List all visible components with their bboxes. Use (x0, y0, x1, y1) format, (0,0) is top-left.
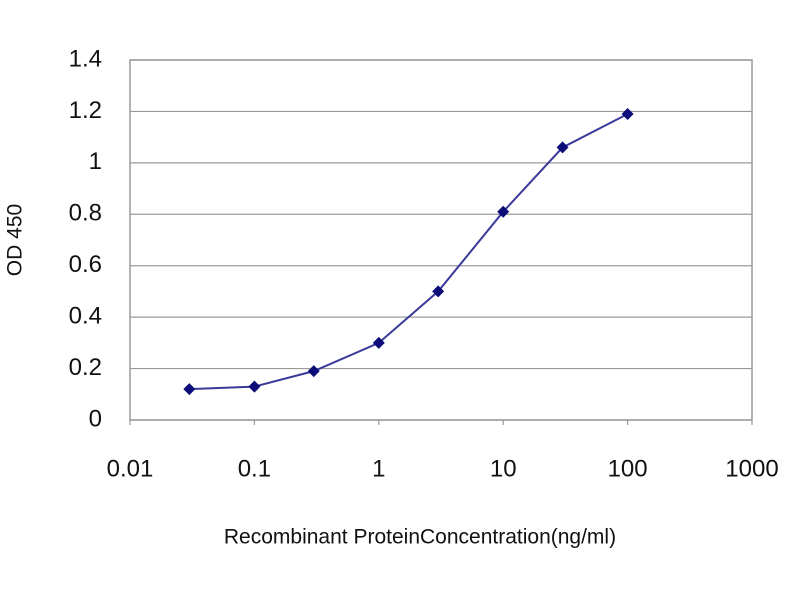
y-tick-label: 0.8 (69, 200, 102, 227)
marker (183, 383, 196, 396)
y-tick-label: 0 (89, 405, 102, 432)
line (189, 113, 629, 391)
x-tick-label: 1 (372, 455, 385, 482)
y-tick-label: 0.4 (69, 302, 102, 329)
y-tick-label: 1.4 (69, 45, 102, 72)
x-tick-label: 0.1 (238, 455, 271, 482)
marker (307, 365, 320, 378)
marker (432, 285, 445, 298)
marker (497, 205, 510, 218)
marker (248, 380, 261, 393)
y-tick-label: 1.2 (69, 97, 102, 124)
y-tick-label: 0.6 (69, 251, 102, 278)
x-axis-title: Recombinant ProteinConcentration(ng/ml) (224, 526, 616, 549)
plot-area (129, 59, 753, 421)
marker (556, 141, 569, 154)
x-tick-label: 10 (490, 455, 517, 482)
x-tick-label: 100 (608, 455, 648, 482)
y-axis-title: OD 450 (4, 204, 27, 276)
x-tick-label: 0.01 (107, 455, 154, 482)
x-tick-label: 1000 (725, 455, 778, 482)
marker (372, 336, 385, 349)
marker (621, 108, 634, 120)
y-tick-label: 1 (89, 148, 102, 175)
y-tick-label: 0.2 (69, 354, 102, 381)
